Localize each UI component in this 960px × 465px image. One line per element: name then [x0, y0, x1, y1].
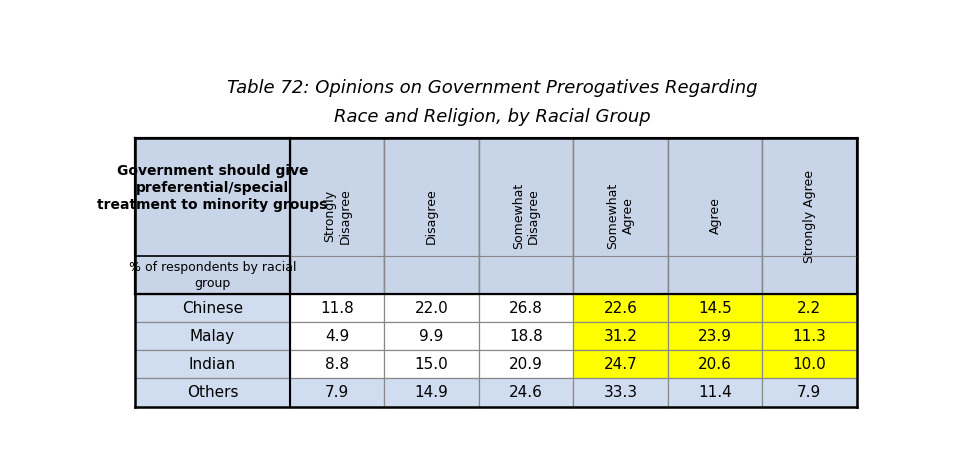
Text: 33.3: 33.3	[604, 385, 637, 400]
Bar	[384, 138, 479, 294]
Text: Strongly
Disagree: Strongly Disagree	[324, 188, 351, 244]
Bar	[762, 138, 856, 294]
Text: Government should give: Government should give	[117, 164, 308, 178]
Text: Chinese: Chinese	[181, 300, 243, 315]
Bar	[134, 350, 290, 379]
Text: Somewhat
Agree: Somewhat Agree	[607, 183, 635, 249]
Bar	[573, 138, 668, 294]
Text: 18.8: 18.8	[509, 329, 543, 344]
Text: 7.9: 7.9	[325, 385, 349, 400]
Bar	[134, 379, 290, 407]
Text: Disagree: Disagree	[425, 188, 438, 244]
Text: 23.9: 23.9	[698, 329, 732, 344]
Bar	[479, 138, 573, 294]
Text: Agree: Agree	[708, 198, 721, 234]
Bar	[290, 350, 384, 379]
Text: Table 72: Opinions on Government Prerogatives Regarding: Table 72: Opinions on Government Preroga…	[227, 79, 757, 97]
Text: Indian: Indian	[189, 357, 236, 372]
Bar	[290, 379, 384, 407]
Text: 24.7: 24.7	[604, 357, 637, 372]
Bar	[762, 379, 856, 407]
Text: Malay: Malay	[190, 329, 235, 344]
Text: Strongly Agree: Strongly Agree	[803, 170, 816, 263]
Bar	[668, 294, 762, 322]
Bar	[134, 138, 290, 294]
Text: 11.3: 11.3	[792, 329, 827, 344]
Bar	[384, 322, 479, 350]
Text: 20.6: 20.6	[698, 357, 732, 372]
Bar	[668, 379, 762, 407]
Bar	[573, 294, 668, 322]
Text: treatment to minority groups: treatment to minority groups	[97, 198, 327, 212]
Bar	[668, 322, 762, 350]
Text: Others: Others	[186, 385, 238, 400]
Bar	[762, 322, 856, 350]
Text: 24.6: 24.6	[509, 385, 543, 400]
Text: 14.5: 14.5	[698, 300, 732, 315]
Text: 11.4: 11.4	[698, 385, 732, 400]
Text: 8.8: 8.8	[325, 357, 349, 372]
Text: 9.9: 9.9	[420, 329, 444, 344]
Text: 11.8: 11.8	[321, 300, 354, 315]
Bar	[479, 294, 573, 322]
Bar	[668, 350, 762, 379]
Bar	[384, 350, 479, 379]
Bar	[762, 294, 856, 322]
Bar	[290, 294, 384, 322]
Text: 14.9: 14.9	[415, 385, 448, 400]
Bar	[134, 294, 290, 322]
Bar	[290, 138, 384, 294]
Bar	[573, 379, 668, 407]
Text: 20.9: 20.9	[509, 357, 543, 372]
Bar	[573, 350, 668, 379]
Bar	[762, 350, 856, 379]
Text: 7.9: 7.9	[797, 385, 822, 400]
Text: 4.9: 4.9	[325, 329, 349, 344]
Text: 22.6: 22.6	[604, 300, 637, 315]
Text: Somewhat
Disagree: Somewhat Disagree	[512, 183, 540, 249]
Text: preferential/special: preferential/special	[136, 181, 289, 195]
Text: % of respondents by racial
group: % of respondents by racial group	[129, 260, 297, 290]
Bar	[290, 322, 384, 350]
Text: 10.0: 10.0	[792, 357, 827, 372]
Text: 15.0: 15.0	[415, 357, 448, 372]
Bar	[479, 350, 573, 379]
Bar	[479, 322, 573, 350]
Bar	[479, 379, 573, 407]
Text: 2.2: 2.2	[798, 300, 822, 315]
Text: 26.8: 26.8	[509, 300, 543, 315]
Bar	[384, 379, 479, 407]
Bar	[573, 322, 668, 350]
Text: 22.0: 22.0	[415, 300, 448, 315]
Text: Race and Religion, by Racial Group: Race and Religion, by Racial Group	[334, 108, 650, 126]
Bar	[134, 322, 290, 350]
Bar	[384, 294, 479, 322]
Text: 31.2: 31.2	[604, 329, 637, 344]
Bar	[668, 138, 762, 294]
